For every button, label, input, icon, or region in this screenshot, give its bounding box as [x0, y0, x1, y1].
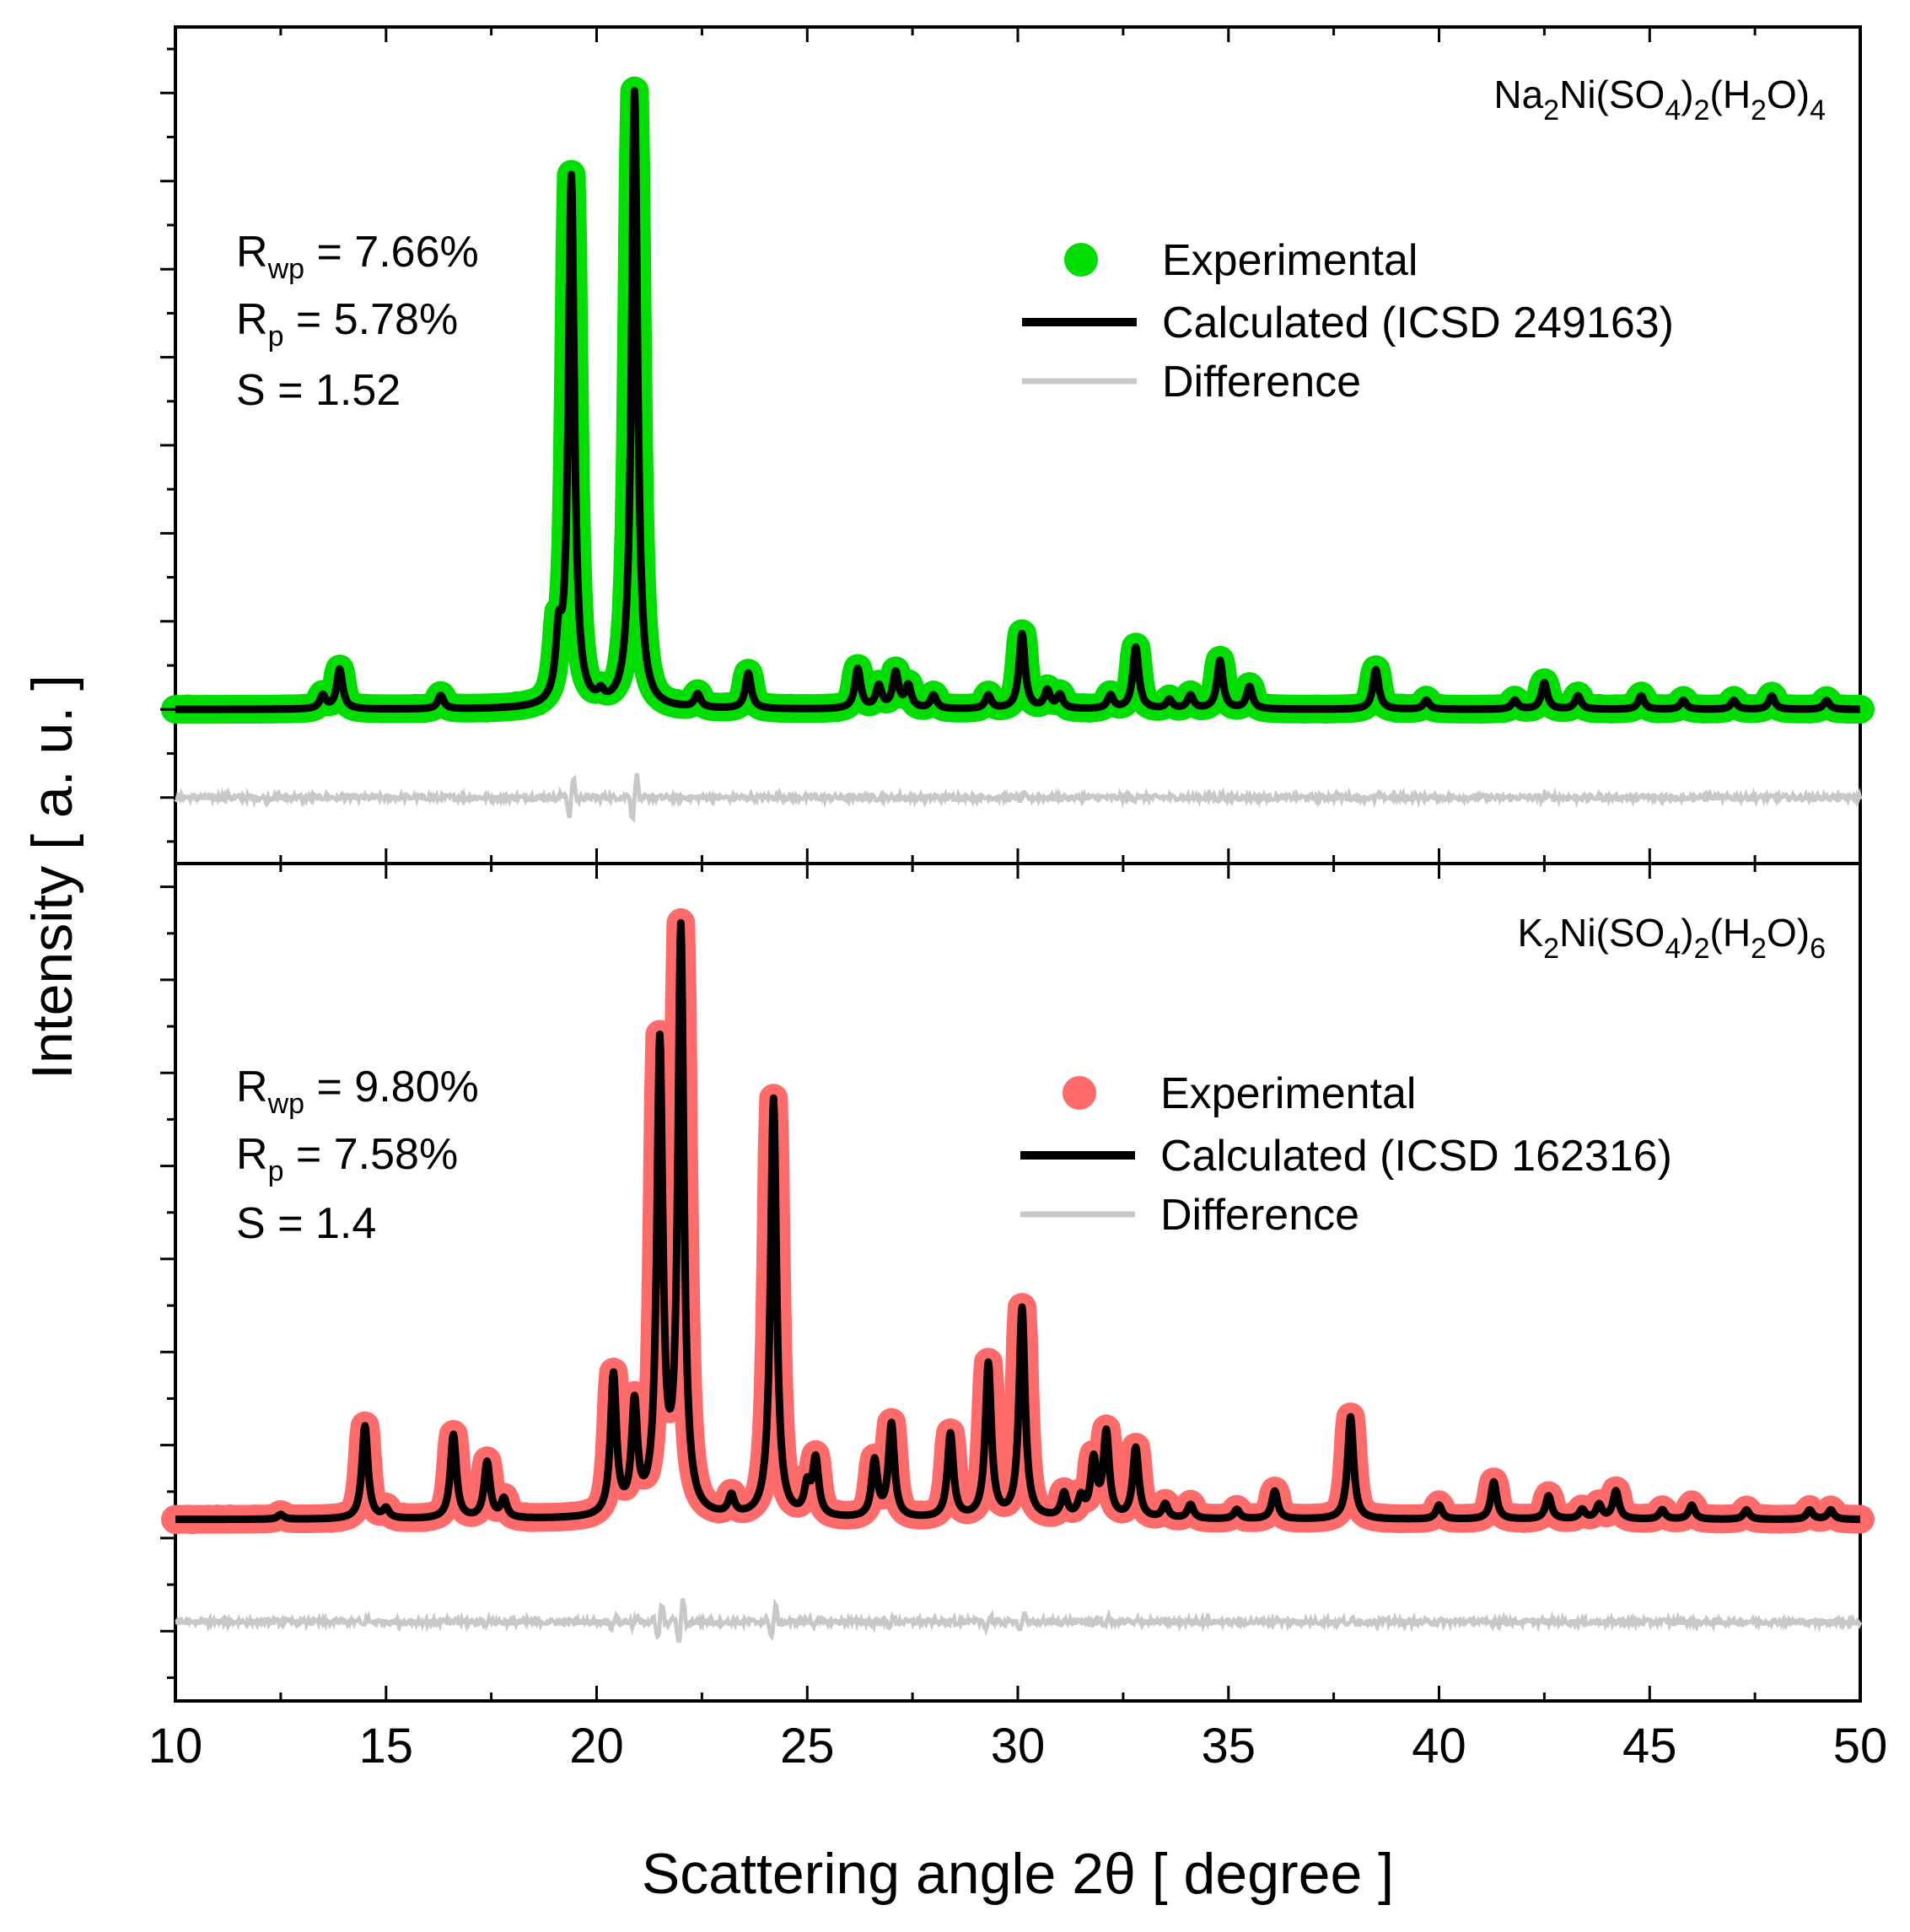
x-tick-labels: 10 15 20 25 30 35 40 45 50 — [148, 1719, 1888, 1773]
x-tick-label: 15 — [359, 1719, 414, 1773]
rwp-stat-bottom: Rwp = 9.80% — [236, 1063, 479, 1120]
legend-marker-experimental-top — [1064, 243, 1098, 277]
difference-line-top — [174, 772, 1863, 823]
x-tick-label: 50 — [1833, 1719, 1888, 1773]
legend-label-experimental-top: Experimental — [1162, 236, 1418, 285]
legend-label-experimental-bottom: Experimental — [1160, 1069, 1416, 1118]
x-tick-label: 25 — [780, 1719, 835, 1773]
x-tick-label: 10 — [148, 1719, 203, 1773]
s-stat-bottom: S = 1.4 — [236, 1199, 376, 1248]
rwp-stat-top: Rwp = 7.66% — [236, 228, 479, 285]
legend-label-calculated-top: Calculated (ICSD 249163) — [1162, 299, 1674, 347]
x-tick-label: 30 — [991, 1719, 1046, 1773]
panel-bottom: K2Ni(SO4)2(H2O)6 Rwp = 9.80% Rp = 7.58% … — [160, 862, 1875, 1703]
x-axis-title: Scattering angle 2θ [ degree ] — [642, 1842, 1394, 1906]
ticks-bottom — [160, 864, 1862, 1701]
legend-bottom: Experimental Calculated (ICSD 162316) Di… — [1020, 1069, 1672, 1240]
ticks-top — [160, 27, 1862, 864]
legend-marker-experimental-bottom — [1063, 1076, 1096, 1110]
experimental-trace-top — [161, 76, 1875, 724]
plot-frame-top — [174, 25, 1862, 865]
rp-stat-bottom: Rp = 7.58% — [236, 1130, 458, 1187]
legend-label-difference-bottom: Difference — [1160, 1191, 1359, 1240]
x-tick-label: 35 — [1202, 1719, 1256, 1773]
legend-label-calculated-bottom: Calculated (ICSD 162316) — [1160, 1132, 1672, 1181]
x-tick-label: 45 — [1622, 1719, 1677, 1773]
legend-label-difference-top: Difference — [1162, 358, 1361, 406]
compound-label-top: Na2Ni(SO4)2(H2O)4 — [1493, 73, 1826, 126]
rp-stat-top: Rp = 5.78% — [236, 295, 458, 352]
calculated-line-top — [172, 87, 1864, 713]
x-tick-label: 40 — [1412, 1719, 1466, 1773]
legend-top: Experimental Calculated (ICSD 249163) Di… — [1022, 236, 1674, 406]
plot-frame-bottom — [174, 862, 1862, 1703]
difference-series-bottom — [175, 1597, 1863, 1644]
calculated-series-top — [172, 87, 1864, 713]
experimental-series-top — [161, 76, 1875, 724]
x-tick-label: 20 — [569, 1719, 624, 1773]
s-stat-top: S = 1.52 — [236, 366, 401, 415]
y-axis-title: Intensity [ a. u. ] — [20, 675, 84, 1079]
calculated-line-bottom — [172, 918, 1864, 1524]
difference-line-bottom — [175, 1597, 1863, 1644]
difference-series-top — [174, 772, 1863, 823]
compound-label-bottom: K2Ni(SO4)2(H2O)6 — [1517, 911, 1826, 965]
panel-top: Na2Ni(SO4)2(H2O)4 Rwp = 7.66% Rp = 5.78%… — [160, 25, 1875, 865]
calculated-series-bottom — [172, 918, 1864, 1524]
